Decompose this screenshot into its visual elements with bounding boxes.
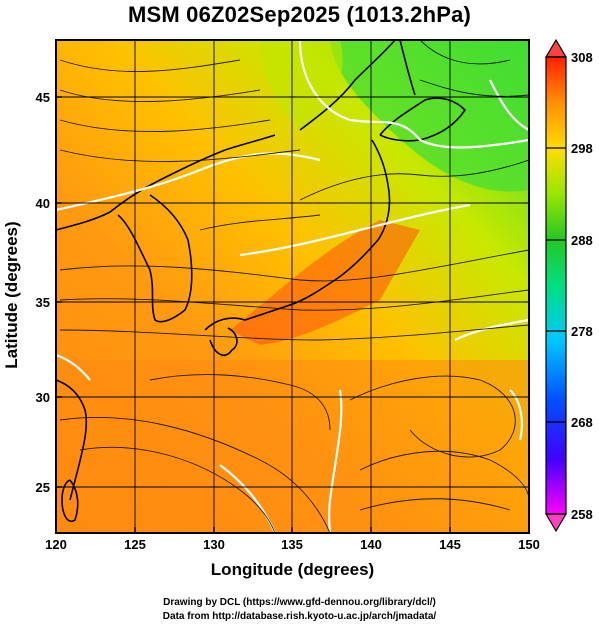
y-tick-label: 40 <box>36 196 50 211</box>
x-ticks <box>55 527 530 533</box>
x-tick-label: 135 <box>281 537 303 552</box>
y-tick-label: 30 <box>36 390 50 405</box>
colorbar-scale <box>545 56 567 515</box>
coastlines <box>56 40 467 522</box>
y-tick-label: 35 <box>36 295 50 310</box>
x-tick-label: 130 <box>203 537 225 552</box>
x-tick-label: 120 <box>45 537 67 552</box>
colorbar-tick-label: 278 <box>571 324 593 339</box>
x-tick-label: 145 <box>439 537 461 552</box>
grid-lines <box>56 40 529 533</box>
y-tick-label: 45 <box>36 90 50 105</box>
warm-band <box>230 220 420 345</box>
y-ticks <box>56 96 62 488</box>
x-tick-label: 150 <box>518 537 540 552</box>
y-axis-label: Latitude (degrees) <box>2 221 21 369</box>
y-tick-label: 25 <box>36 480 50 495</box>
x-tick-label: 125 <box>124 537 146 552</box>
colorbar-bottom-arrow <box>544 513 568 533</box>
x-tick-label: 140 <box>360 537 382 552</box>
cool-region-edge <box>260 40 343 130</box>
cool-region <box>330 40 529 192</box>
credit-data-source: Data from http://database.rish.kyoto-u.a… <box>162 611 437 622</box>
colorbar-tick-label: 258 <box>571 507 593 522</box>
colorbar-tick-label: 268 <box>571 415 593 430</box>
colorbar-tick-label: 288 <box>571 233 593 248</box>
x-tick-labels: 120 125 130 135 140 145 150 <box>45 537 540 552</box>
isotherms <box>56 40 529 533</box>
colorbar-tick-label: 308 <box>571 50 593 65</box>
x-axis-label: Longitude (degrees) <box>210 560 375 579</box>
colorbar-tick-label: 298 <box>571 141 593 156</box>
colorbar-top-arrow <box>544 38 568 58</box>
chart-title: MSM 06Z02Sep2025 (1013.2hPa) <box>127 2 472 27</box>
colorbar: 308 298 288 278 268 258 <box>544 38 593 533</box>
credit-drawing: Drawing by DCL (https://www.gfd-dennou.o… <box>163 597 436 608</box>
y-tick-labels: 45 40 35 30 25 <box>36 90 50 495</box>
